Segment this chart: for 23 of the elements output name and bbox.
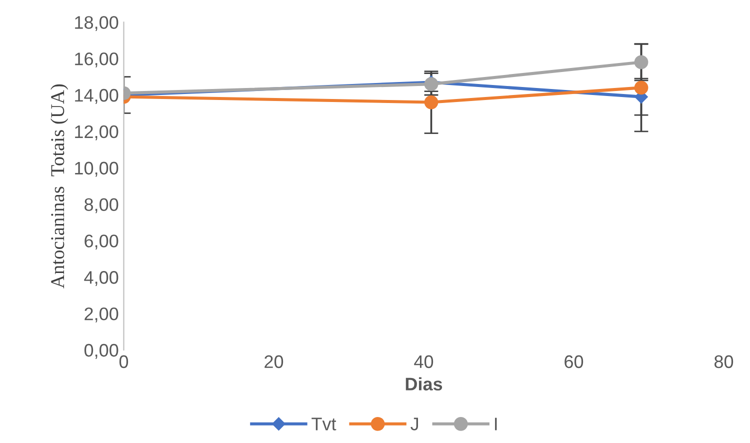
y-tick-label: 14,00 [75, 88, 118, 104]
y-tick-label: 12,00 [75, 125, 118, 140]
y-tick-label: 2,00 [84, 307, 118, 322]
y-tick-label: 8,00 [84, 198, 118, 214]
y-tick-label: 0,00 [84, 344, 118, 359]
y-tick-label: 10,00 [75, 162, 118, 177]
point [634, 55, 648, 70]
x-tick-label: 20 [264, 355, 284, 368]
x-tick-label: 60 [564, 355, 584, 368]
y-axis-title: Antocianinas Totais (UA) [50, 84, 68, 288]
y-tick-label: 4,00 [84, 271, 118, 286]
x-axis-title: Dias [406, 377, 442, 390]
y-tick-label: 18,00 [75, 16, 118, 32]
point [424, 95, 438, 110]
x-tick-label: 40 [414, 355, 434, 368]
y-tick-label: 6,00 [84, 234, 118, 250]
x-tick-label: 80 [714, 355, 734, 368]
legend-label: I [495, 418, 497, 430]
y-tick-label: 16,00 [75, 52, 118, 68]
legend-label: Tvt [312, 418, 336, 430]
legend-label: J [410, 418, 418, 430]
x-tick-label: 0 [119, 355, 128, 368]
point [634, 80, 648, 95]
